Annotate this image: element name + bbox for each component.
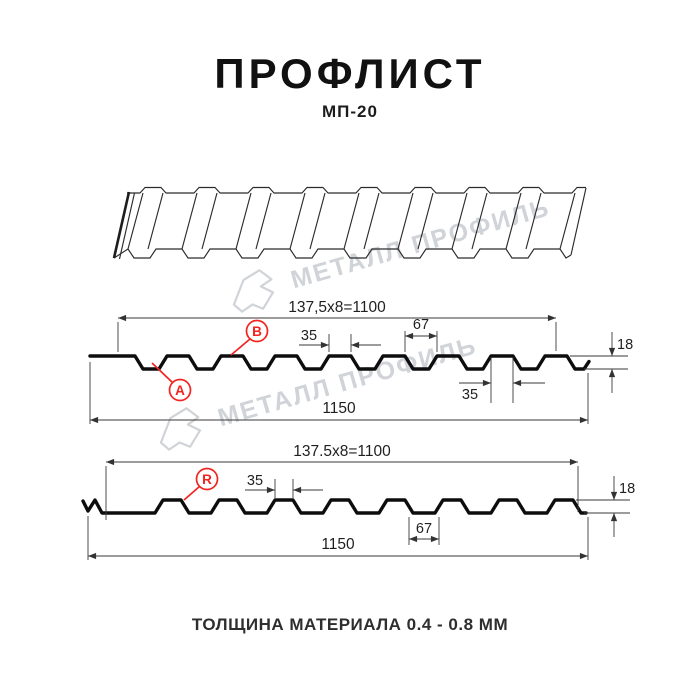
label-b: B — [230, 319, 269, 356]
perspective-drawing — [112, 186, 587, 260]
top-section-crest-dim-label: 35 — [301, 328, 317, 344]
top-section-trough-dim-label: 67 — [413, 317, 429, 333]
top-section-overall-dim-label: 1150 — [322, 400, 356, 417]
top-section-crest-dimension: 35 — [299, 328, 381, 352]
profile-top-section-drawing: 137,5x8=1100 35 67 — [88, 299, 633, 424]
top-section-crest-bottom-dimension: 35 — [459, 357, 545, 403]
watermark-upper: МЕТАЛЛ ПРОФИЛЬ — [224, 187, 555, 319]
top-section-height-dim-label: 18 — [617, 337, 633, 353]
metall-profil-logo-icon — [159, 407, 202, 451]
label-r-letter: R — [202, 472, 212, 487]
top-section-trough-dimension: 67 — [404, 317, 438, 352]
watermark-lower: МЕТАЛЛ ПРОФИЛЬ — [151, 325, 482, 457]
bottom-section-height-dimension: 18 — [576, 476, 635, 537]
bottom-section-height-dim-label: 18 — [619, 481, 635, 497]
top-section-overall-dimension: 1150 — [89, 362, 589, 424]
label-a-letter: A — [175, 383, 185, 398]
bottom-section-pattern-dim-label: 137.5x8=1100 — [293, 443, 391, 460]
bottom-section-overall-dim-label: 1150 — [321, 536, 355, 553]
label-b-letter: B — [252, 324, 262, 339]
bottom-section-trough-dim-label: 67 — [416, 521, 432, 537]
top-section-pattern-dimension: 137,5x8=1100 — [117, 299, 557, 352]
material-thickness-note: ТОЛЩИНА МАТЕРИАЛА 0.4 - 0.8 ММ — [191, 615, 509, 634]
top-section-pattern-dim-label: 137,5x8=1100 — [288, 299, 386, 316]
bottom-section-crest-dimension: 35 — [245, 473, 323, 498]
profile-bottom-section-drawing: 137.5x8=1100 35 67 — [81, 443, 635, 560]
page-subtitle: МП-20 — [322, 102, 378, 121]
page-title: ПРОФЛИСТ — [214, 50, 486, 97]
top-section-height-dimension: 18 — [570, 332, 633, 393]
metall-profil-logo-icon — [232, 269, 275, 313]
bottom-section-crest-dim-label: 35 — [247, 473, 263, 489]
bottom-section-overall-dimension: 1150 — [87, 516, 589, 560]
label-r: R — [183, 467, 219, 501]
bottom-section-trough-dimension: 67 — [408, 517, 440, 545]
top-section-crest-bottom-dim-label: 35 — [462, 387, 478, 403]
bottom-section-pattern-dimension: 137.5x8=1100 — [105, 443, 579, 520]
label-a: A — [151, 362, 192, 402]
